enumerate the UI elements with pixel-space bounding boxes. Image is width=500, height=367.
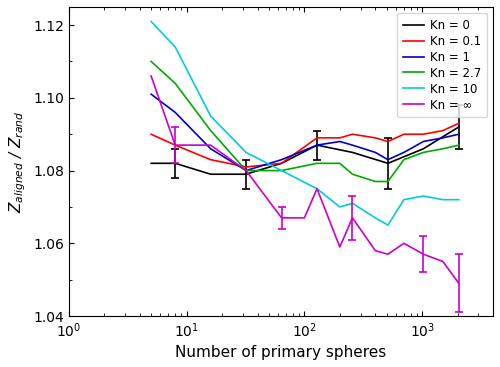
Kn = 0	[385, 161, 391, 166]
Kn = 10	[278, 168, 284, 173]
Kn = 0.1	[420, 132, 426, 137]
Kn = ∞	[337, 245, 343, 249]
Kn = 2.7	[401, 157, 407, 162]
X-axis label: Number of primary spheres: Number of primary spheres	[176, 345, 386, 360]
Kn = 0.1	[243, 165, 249, 169]
Kn = ∞	[350, 216, 356, 220]
Line: Kn = 0.1: Kn = 0.1	[151, 123, 459, 167]
Kn = 1	[456, 132, 462, 137]
Kn = 0.1	[372, 136, 378, 140]
Kn = 0.1	[208, 157, 214, 162]
Kn = 0	[148, 161, 154, 166]
Line: Kn = 10: Kn = 10	[151, 22, 459, 225]
Kn = 2.7	[456, 143, 462, 147]
Kn = 0.1	[337, 136, 343, 140]
Kn = 1	[314, 143, 320, 147]
Kn = 1	[208, 146, 214, 151]
Kn = 10	[372, 216, 378, 220]
Kn = 1	[243, 168, 249, 173]
Kn = 10	[208, 114, 214, 118]
Kn = ∞	[440, 259, 446, 264]
Kn = ∞	[372, 248, 378, 253]
Kn = 1	[440, 136, 446, 140]
Kn = ∞	[385, 252, 391, 257]
Kn = 1	[278, 157, 284, 162]
Kn = 0.1	[385, 139, 391, 144]
Kn = 10	[401, 197, 407, 202]
Kn = 0	[243, 172, 249, 177]
Kn = 0	[420, 146, 426, 151]
Kn = 10	[314, 186, 320, 191]
Kn = 1	[148, 92, 154, 97]
Kn = 0.1	[440, 128, 446, 133]
Kn = 0	[172, 161, 178, 166]
Kn = 0.1	[456, 121, 462, 126]
Kn = ∞	[314, 186, 320, 191]
Kn = 0	[456, 125, 462, 129]
Kn = 2.7	[278, 168, 284, 173]
Kn = 2.7	[208, 128, 214, 133]
Kn = 2.7	[350, 172, 356, 177]
Kn = 10	[456, 197, 462, 202]
Kn = ∞	[208, 143, 214, 147]
Kn = 1	[337, 139, 343, 144]
Kn = 2.7	[148, 59, 154, 64]
Kn = 1	[350, 143, 356, 147]
Kn = 0	[278, 161, 284, 166]
Kn = 2.7	[385, 179, 391, 184]
Legend: Kn = 0, Kn = 0.1, Kn = 1, Kn = 2.7, Kn = 10, Kn = ∞: Kn = 0, Kn = 0.1, Kn = 1, Kn = 2.7, Kn =…	[397, 13, 487, 117]
Kn = 0.1	[278, 161, 284, 166]
Line: Kn = 2.7: Kn = 2.7	[151, 62, 459, 182]
Kn = 2.7	[372, 179, 378, 184]
Kn = 2.7	[420, 150, 426, 155]
Kn = ∞	[243, 168, 249, 173]
Kn = ∞	[302, 216, 308, 220]
Y-axis label: $Z_{aligned}$ / $Z_{rand}$: $Z_{aligned}$ / $Z_{rand}$	[7, 110, 28, 213]
Kn = 2.7	[440, 146, 446, 151]
Kn = 10	[337, 205, 343, 209]
Kn = 2.7	[243, 168, 249, 173]
Kn = 10	[440, 197, 446, 202]
Kn = 0	[208, 172, 214, 177]
Line: Kn = 1: Kn = 1	[151, 94, 459, 171]
Kn = ∞	[420, 252, 426, 257]
Line: Kn = 0: Kn = 0	[151, 127, 459, 174]
Kn = 2.7	[172, 81, 178, 86]
Kn = 0	[314, 143, 320, 147]
Kn = 1	[385, 157, 391, 162]
Kn = 10	[172, 45, 178, 49]
Kn = 0.1	[172, 143, 178, 147]
Kn = 1	[372, 150, 378, 155]
Kn = ∞	[278, 216, 284, 220]
Kn = 0.1	[350, 132, 356, 137]
Kn = 10	[243, 150, 249, 155]
Kn = 2.7	[337, 161, 343, 166]
Kn = 0.1	[148, 132, 154, 137]
Kn = 10	[420, 194, 426, 198]
Line: Kn = ∞: Kn = ∞	[151, 76, 459, 283]
Kn = 0.1	[314, 136, 320, 140]
Kn = 10	[350, 201, 356, 206]
Kn = ∞	[172, 143, 178, 147]
Kn = 1	[401, 150, 407, 155]
Kn = 0.1	[401, 132, 407, 137]
Kn = ∞	[401, 241, 407, 246]
Kn = ∞	[456, 281, 462, 286]
Kn = ∞	[148, 74, 154, 78]
Kn = 0	[350, 150, 356, 155]
Kn = 10	[385, 223, 391, 227]
Kn = 1	[172, 110, 178, 115]
Kn = 1	[420, 139, 426, 144]
Kn = 10	[148, 19, 154, 24]
Kn = 2.7	[314, 161, 320, 166]
